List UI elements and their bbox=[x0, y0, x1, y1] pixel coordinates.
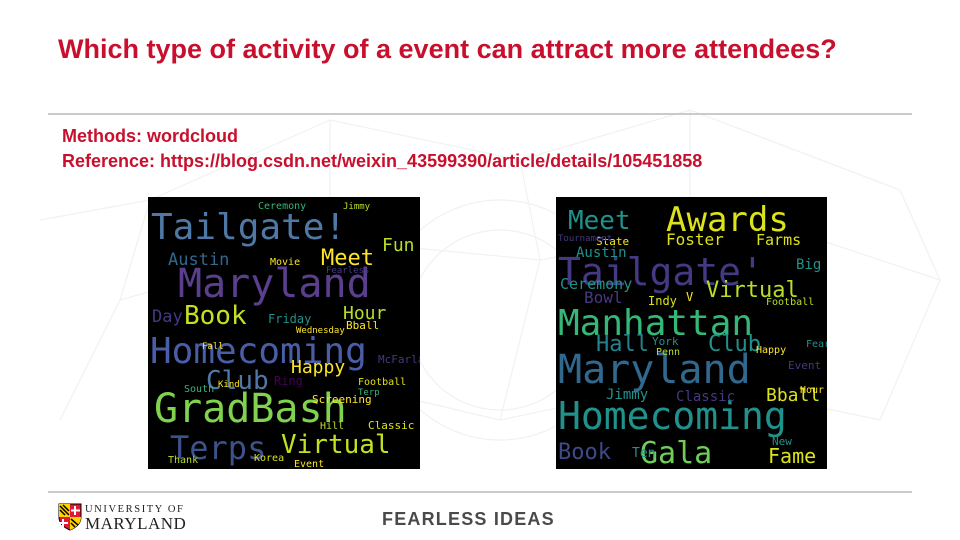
wordcloud-image-right: Awards Meet Tailgate' Manhattan Maryland… bbox=[556, 197, 827, 469]
cloud-word: Football bbox=[358, 377, 406, 388]
cloud-word: Hall bbox=[596, 332, 649, 357]
cloud-word: Hill bbox=[320, 421, 344, 432]
cloud-word: Wednesday bbox=[296, 326, 345, 336]
methods-line: Methods: wordcloud bbox=[62, 126, 238, 146]
cloud-word: Tailgate! bbox=[151, 207, 346, 248]
cloud-word: Virtual bbox=[281, 430, 391, 460]
cloud-word: Jimmy bbox=[606, 387, 648, 403]
cloud-word: Terp bbox=[358, 388, 380, 398]
cloud-word: Ring bbox=[274, 374, 303, 388]
cloud-word: Meet bbox=[568, 206, 631, 236]
cloud-word: Maryland bbox=[178, 261, 371, 307]
cloud-word: Bball bbox=[346, 319, 379, 332]
cloud-word: Classic bbox=[368, 419, 414, 432]
cloud-word: Happy bbox=[291, 357, 345, 378]
cloud-word: Movie bbox=[270, 257, 300, 268]
cloud-word: Bowl bbox=[584, 288, 623, 307]
cloud-word: Happy bbox=[756, 345, 786, 356]
cloud-word: Book bbox=[558, 440, 611, 465]
cloud-word: Austin bbox=[168, 250, 229, 270]
cloud-word: McFarland bbox=[378, 353, 420, 366]
cloud-word: Ten bbox=[632, 446, 655, 461]
cloud-word: Jimmy bbox=[343, 202, 371, 212]
cloud-word: Ceremony bbox=[258, 201, 306, 212]
methods-block: Methods: wordcloud Reference: https://bl… bbox=[62, 124, 702, 174]
cloud-word: York bbox=[652, 335, 679, 348]
cloud-word: Korea bbox=[254, 453, 284, 464]
cloud-word: Hour bbox=[800, 385, 824, 396]
cloud-word: Farms bbox=[756, 231, 801, 249]
cloud-word: Kind bbox=[218, 380, 240, 390]
cloud-word: Club bbox=[206, 366, 269, 396]
logo-text-top: UNIVERSITY OF bbox=[85, 504, 185, 515]
cloud-word: Meet bbox=[321, 246, 374, 271]
cloud-word: Manhattan bbox=[558, 303, 753, 344]
cloud-word: Homecoming bbox=[558, 394, 787, 438]
cloud-word: Terps bbox=[170, 429, 266, 467]
cloud-word: Fall bbox=[202, 342, 224, 352]
cloud-word: Bball bbox=[766, 385, 820, 406]
cloud-word: Classic bbox=[676, 389, 735, 405]
cloud-word: Fearless bbox=[326, 266, 369, 276]
university-logo[interactable]: UNIVERSITY OF MARYLAND bbox=[58, 503, 208, 533]
cloud-word: V bbox=[686, 290, 693, 304]
cloud-word: Book bbox=[184, 301, 247, 331]
cloud-word: Event bbox=[294, 459, 324, 469]
cloud-word: Fame bbox=[768, 444, 816, 468]
cloud-word: Club bbox=[708, 332, 761, 357]
cloud-word: Big bbox=[796, 257, 821, 273]
cloud-word: State bbox=[596, 235, 629, 248]
cloud-word: Thank bbox=[168, 455, 198, 466]
cloud-word: Tailgate' bbox=[558, 250, 764, 294]
cloud-word: Austin bbox=[576, 245, 627, 261]
slide-title: Which type of activity of a event can at… bbox=[58, 34, 837, 64]
wordcloud-image-left: Tailgate! Maryland Homecoming GradBash T… bbox=[148, 197, 420, 469]
cloud-word: Friday bbox=[268, 312, 311, 326]
cloud-word: Hour bbox=[343, 303, 387, 324]
cloud-word: Gala bbox=[640, 436, 712, 469]
cloud-word: GradBash bbox=[154, 386, 347, 432]
cloud-word: Homecoming bbox=[150, 331, 367, 372]
cloud-word: Indy bbox=[648, 294, 677, 308]
maryland-shield-icon bbox=[58, 503, 82, 531]
cloud-word: Tournament bbox=[558, 234, 612, 244]
cloud-word: Fun bbox=[382, 235, 415, 256]
cloud-word: Fearless bbox=[806, 339, 827, 350]
cloud-word: Event bbox=[788, 359, 821, 372]
footer-tagline: FEARLESS IDEAS bbox=[382, 509, 555, 529]
cloud-word: New bbox=[772, 435, 792, 448]
reference-line: Reference: https://blog.csdn.net/weixin_… bbox=[62, 151, 703, 171]
cloud-word: Ceremony bbox=[560, 275, 632, 293]
bottom-divider bbox=[48, 491, 912, 493]
cloud-word: Awards bbox=[666, 200, 789, 240]
cloud-word: Football bbox=[766, 297, 814, 308]
logo-text-bottom: MARYLAND bbox=[85, 514, 187, 533]
cloud-word: Maryland bbox=[558, 347, 751, 393]
cloud-word: Screening bbox=[312, 393, 372, 406]
cloud-word: South bbox=[184, 384, 214, 395]
cloud-word: Foster bbox=[666, 230, 724, 249]
top-divider bbox=[48, 113, 912, 115]
cloud-word: Day bbox=[152, 307, 183, 327]
cloud-word: Virtual bbox=[706, 278, 799, 303]
cloud-word: Penn bbox=[656, 347, 680, 358]
